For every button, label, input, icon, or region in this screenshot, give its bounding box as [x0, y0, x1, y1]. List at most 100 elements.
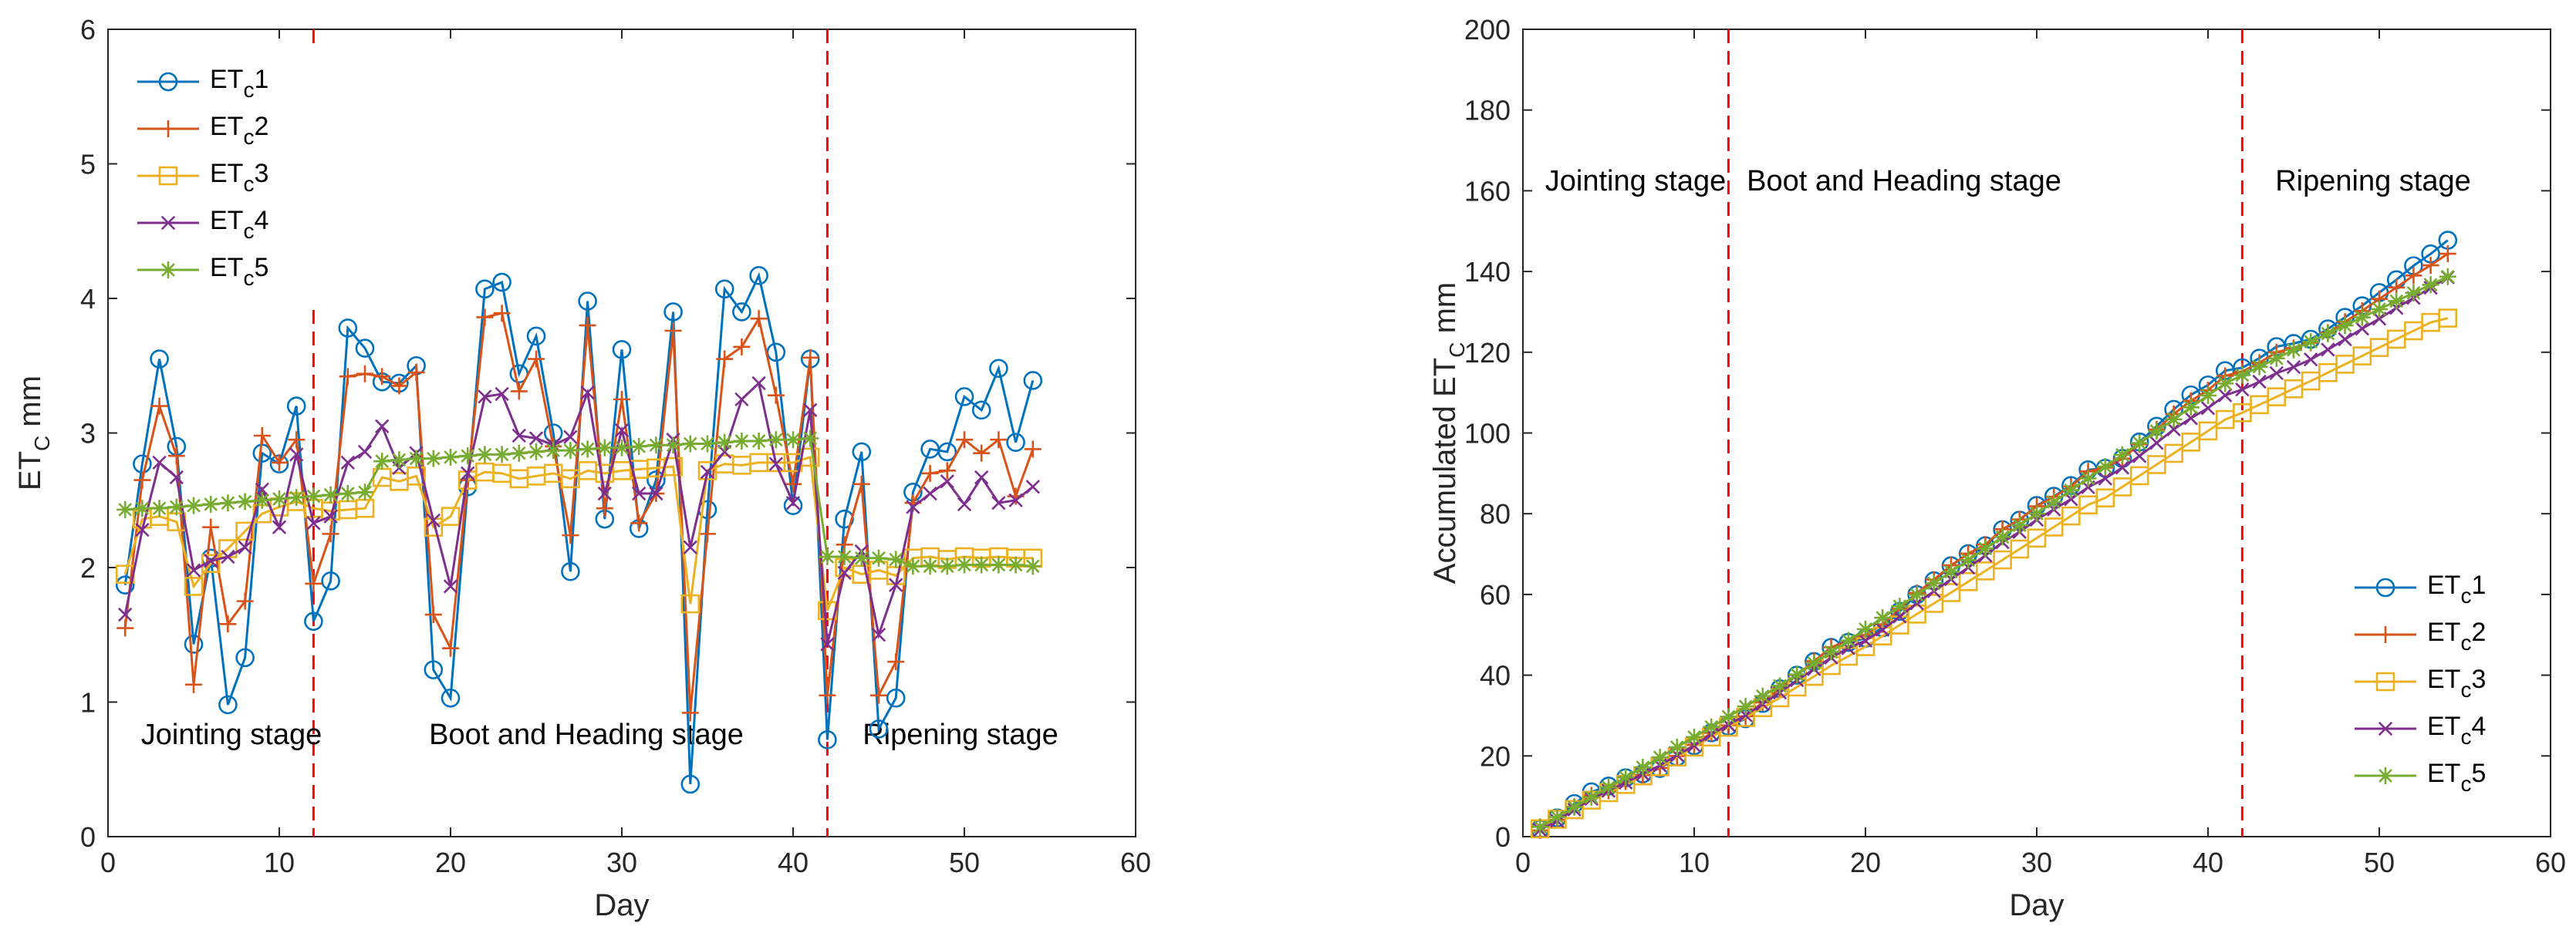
legend-marker: [2375, 578, 2395, 598]
x-tick-label: 30: [606, 847, 637, 878]
data-point: [1858, 633, 1873, 648]
marker-x: [820, 637, 835, 652]
data-point: [322, 486, 339, 504]
data-point: [819, 548, 836, 566]
marker-x: [2286, 359, 2301, 375]
data-point: [562, 527, 579, 544]
marker-star: [1839, 632, 1857, 649]
data-point: [1891, 598, 1909, 615]
marker-star: [133, 500, 151, 517]
marker-circle: [158, 72, 178, 92]
data-point: [1024, 440, 1042, 458]
marker-x: [443, 579, 458, 594]
marker-square: [235, 521, 255, 541]
data-point: [820, 637, 835, 652]
series-line: [123, 381, 1034, 645]
marker-star: [271, 490, 288, 508]
marker-square: [2027, 528, 2047, 548]
data-point: [2010, 517, 2028, 534]
marker-star: [1703, 718, 1720, 736]
marker-star: [699, 435, 716, 453]
data-point: [887, 653, 905, 671]
y-tick-label: 1: [80, 687, 96, 719]
marker-star: [510, 444, 528, 462]
data-point: [578, 291, 597, 311]
data-point: [563, 430, 578, 444]
marker-circle: [184, 635, 204, 654]
marker-circle: [475, 279, 495, 299]
marker-plus: [870, 686, 887, 704]
marker-star: [921, 558, 939, 575]
data-point: [185, 497, 202, 514]
data-point: [2286, 359, 2301, 375]
legend-item: ETc3: [137, 159, 268, 196]
marker-square: [2198, 421, 2218, 441]
data-point: [2129, 466, 2149, 486]
data-point: [2422, 276, 2439, 294]
data-point: [339, 368, 356, 386]
marker-star: [219, 494, 237, 512]
data-point: [803, 403, 818, 418]
data-point: [442, 639, 459, 657]
legend: ETc1 ETc2 ETc3 ETc4 ETc5: [2340, 554, 2541, 810]
marker-star: [2079, 470, 2097, 487]
data-point: [1634, 759, 1652, 777]
data-point: [561, 561, 580, 581]
marker-star: [750, 432, 768, 450]
marker-x: [906, 500, 920, 514]
data-point: [835, 509, 854, 529]
data-point: [116, 500, 134, 518]
marker-plus: [1024, 440, 1042, 458]
marker-x: [204, 554, 218, 568]
data-point: [1008, 493, 1023, 507]
data-point: [2098, 471, 2112, 486]
data-point: [201, 554, 221, 574]
marker-plus: [219, 615, 237, 633]
marker-star: [733, 432, 751, 450]
marker-star: [1531, 818, 1549, 836]
data-point: [2269, 366, 2284, 381]
marker-circle: [869, 719, 889, 739]
data-point: [785, 496, 801, 510]
marker-plus: [236, 592, 254, 610]
marker-square: [680, 594, 701, 614]
data-point: [441, 688, 461, 708]
marker-circle: [732, 302, 751, 322]
marker-plus: [596, 500, 613, 517]
data-point: [2336, 317, 2354, 335]
data-point: [1788, 665, 1806, 683]
y-tick-label: 5: [80, 149, 96, 180]
data-point: [699, 525, 716, 543]
marker-star: [1908, 586, 1926, 604]
marker-plus: [956, 431, 973, 449]
data-point: [2285, 341, 2302, 359]
data-point: [202, 495, 220, 513]
marker-x: [152, 455, 167, 470]
data-point: [923, 486, 937, 501]
stage-label: Ripening stage: [863, 719, 1058, 751]
marker-circle: [886, 688, 906, 708]
marker-star: [407, 450, 425, 467]
x-tick-label: 30: [2021, 847, 2052, 878]
chart-panel-1: 0 10 20 30 40 50 60 0 1 2 3 4 5 6 Day ETC mm Jointing st…: [13, 14, 1151, 922]
x-tick-label: 0: [1515, 847, 1531, 878]
marker-x: [255, 482, 269, 497]
marker-x: [169, 470, 184, 485]
marker-plus: [973, 444, 991, 462]
data-point: [2147, 455, 2166, 474]
marker-star: [2233, 366, 2251, 384]
marker-square: [2164, 443, 2183, 463]
marker-star: [596, 439, 613, 456]
legend-marker: [160, 120, 177, 137]
data-point: [683, 540, 697, 554]
legend-label: ETc5: [210, 253, 268, 290]
marker-star: [1788, 665, 1806, 683]
marker-x: [2378, 721, 2393, 736]
marker-square: [1993, 550, 2012, 570]
marker-x: [785, 496, 801, 510]
data-point: [461, 466, 475, 481]
marker-x: [1008, 493, 1023, 507]
data-point: [954, 387, 974, 406]
data-point: [852, 549, 870, 567]
marker-plus: [150, 397, 168, 415]
